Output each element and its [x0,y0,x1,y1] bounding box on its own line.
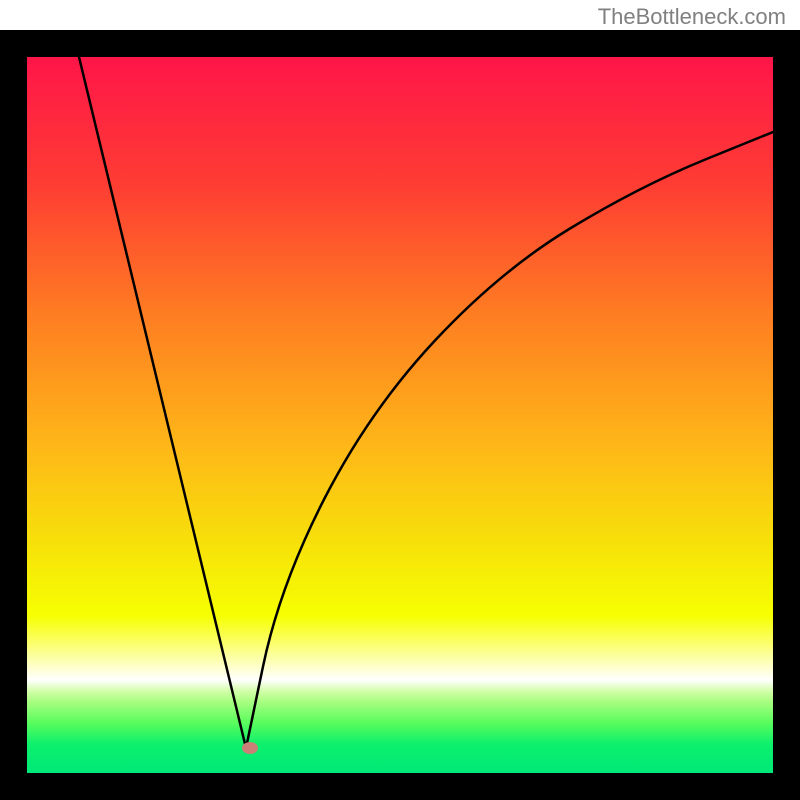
watermark-text: TheBottleneck.com [598,4,786,29]
plot-area [27,57,773,773]
min-marker [242,742,258,754]
